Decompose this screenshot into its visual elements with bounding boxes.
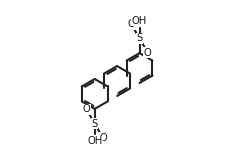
Text: OH: OH (87, 136, 102, 146)
Text: O: O (99, 133, 107, 143)
Text: OH: OH (132, 16, 147, 26)
Text: S: S (92, 119, 98, 129)
Text: O: O (127, 19, 135, 29)
Text: O: O (83, 104, 90, 114)
Text: S: S (136, 33, 143, 43)
Text: O: O (144, 48, 152, 58)
